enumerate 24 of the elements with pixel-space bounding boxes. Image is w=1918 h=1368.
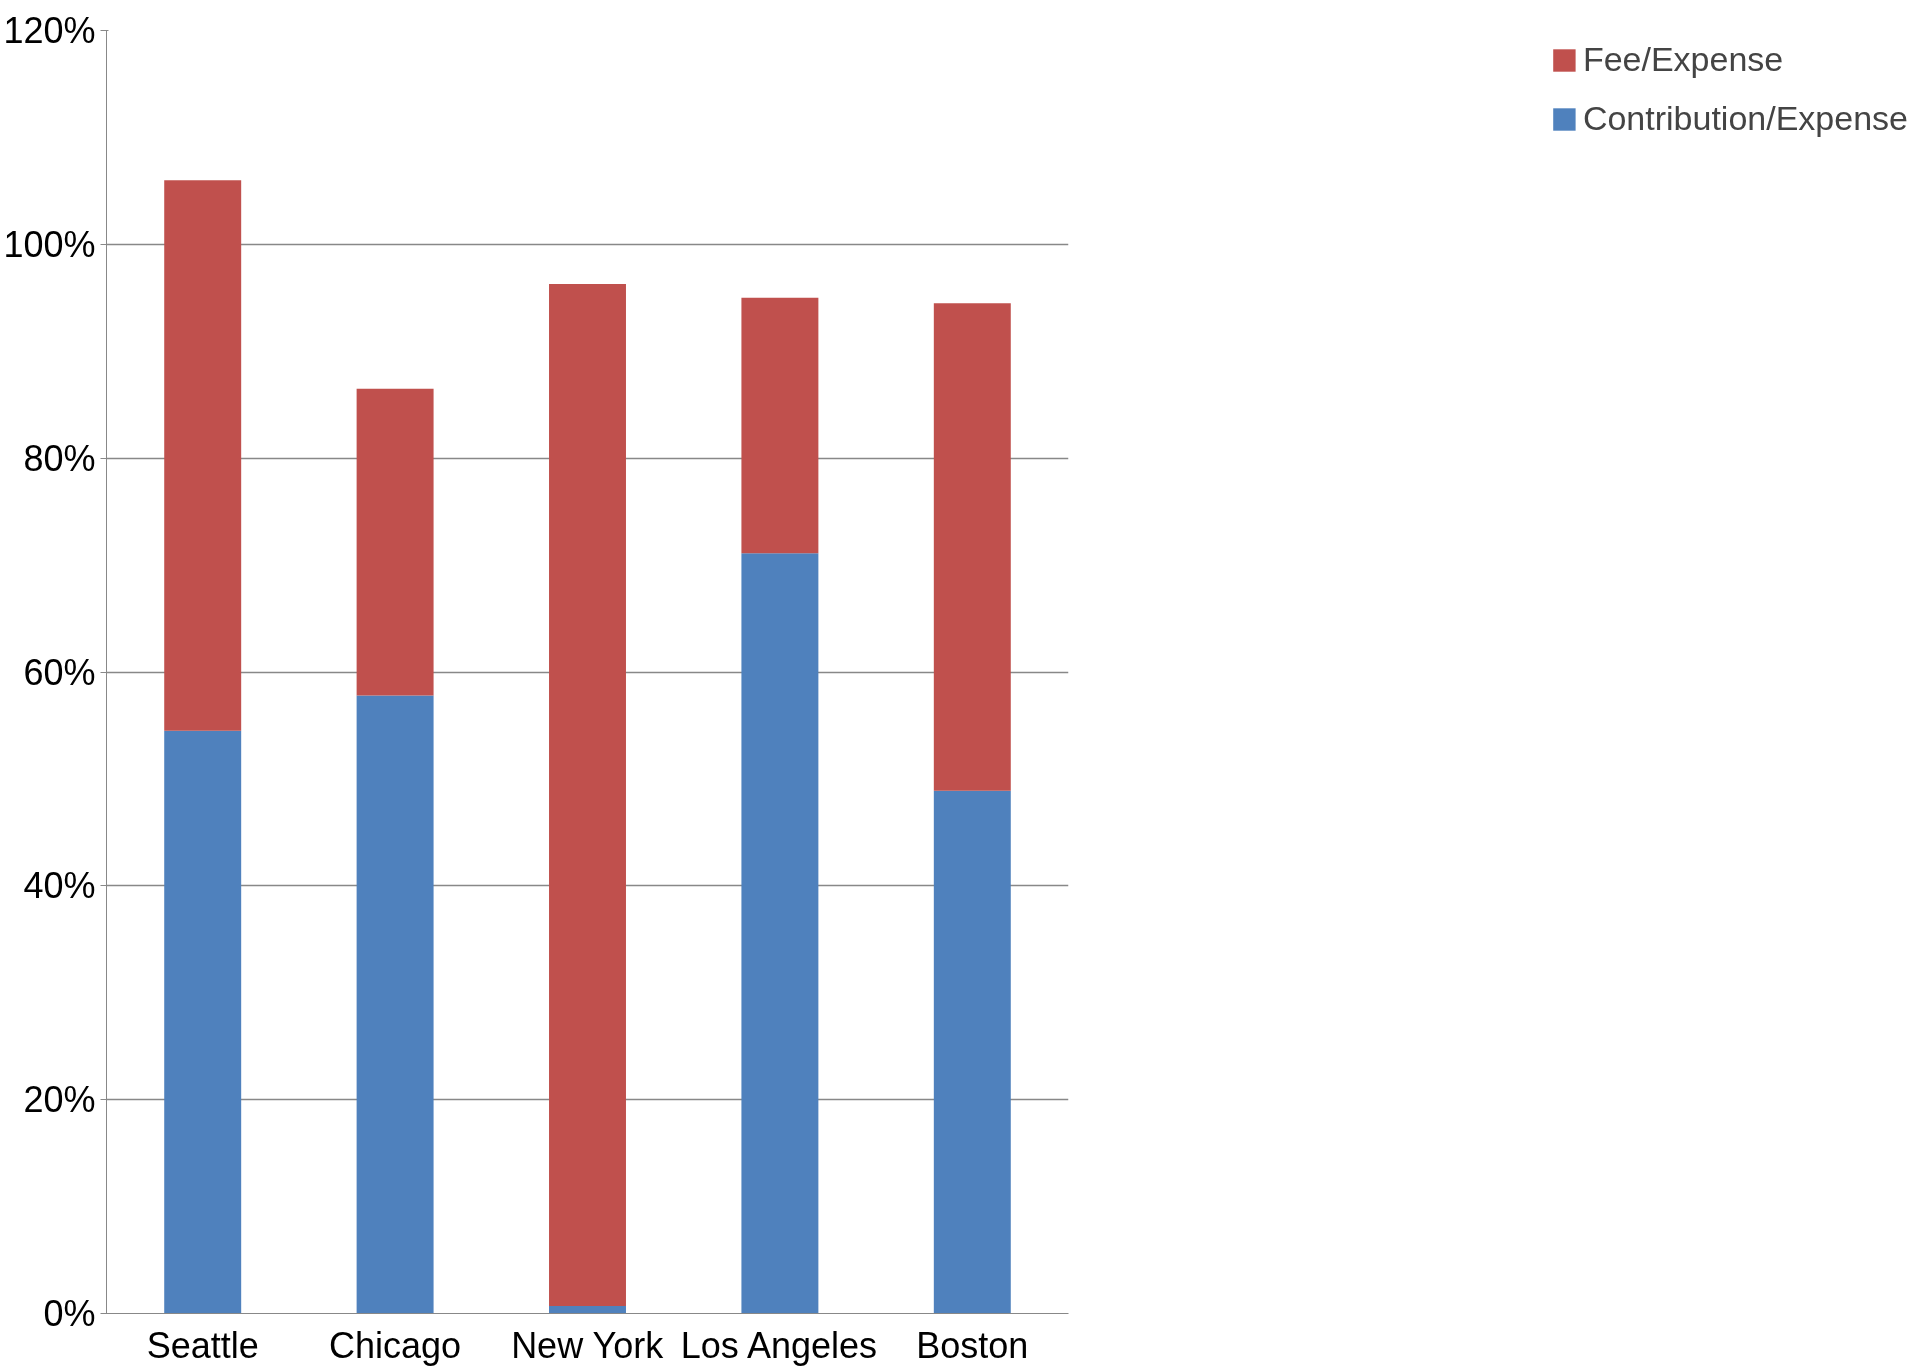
y-tick-label: 40% [23,865,96,907]
y-tick-label: 80% [23,437,96,479]
x-tick-label: New York [511,1324,665,1366]
x-tick-label: Chicago [329,1324,462,1366]
bar [933,790,1011,1314]
legend-label: Fee/Expense [1582,40,1784,79]
y-tick-label: 60% [23,651,96,693]
bar [356,388,434,696]
bar [549,1306,626,1314]
y-tick-label: 120% [3,10,96,51]
bar [741,553,819,1314]
bar [164,730,242,1314]
legend-label: Contribution/Expense [1582,99,1908,138]
bar [356,695,434,1314]
x-tick-label: Seattle [146,1324,259,1366]
bar [549,283,626,1307]
y-tick-label: 20% [23,1079,96,1121]
bar [741,297,819,554]
bar [933,303,1011,791]
y-tick-label: 100% [3,223,96,265]
y-tick-label: 0% [43,1293,96,1334]
x-tick-label: Boston [916,1324,1029,1366]
bar [164,180,242,731]
x-tick-label: Los Angeles [680,1324,877,1366]
